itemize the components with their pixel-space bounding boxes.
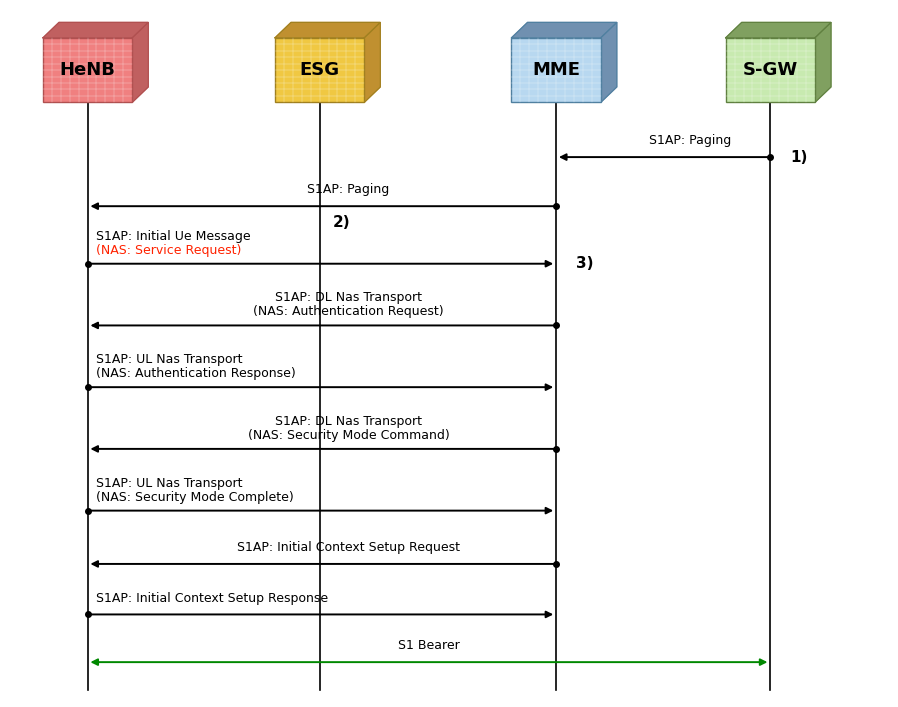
Text: 2): 2)	[333, 215, 350, 230]
Polygon shape	[43, 38, 132, 103]
Text: (NAS: Authentication Response): (NAS: Authentication Response)	[96, 367, 296, 380]
Polygon shape	[132, 23, 148, 103]
Text: S1AP: Paging: S1AP: Paging	[649, 134, 731, 147]
Polygon shape	[726, 38, 814, 103]
Text: S1AP: Initial Context Setup Request: S1AP: Initial Context Setup Request	[237, 541, 460, 554]
Text: S1AP: UL Nas Transport: S1AP: UL Nas Transport	[96, 353, 243, 366]
Text: MME: MME	[533, 61, 580, 79]
Polygon shape	[275, 38, 365, 103]
Text: 3): 3)	[576, 256, 594, 271]
Polygon shape	[601, 23, 617, 103]
Text: S-GW: S-GW	[743, 61, 798, 79]
Text: S1AP: DL Nas Transport: S1AP: DL Nas Transport	[275, 415, 422, 428]
Text: S1AP: Initial Context Setup Response: S1AP: Initial Context Setup Response	[96, 592, 329, 604]
Text: S1AP: DL Nas Transport: S1AP: DL Nas Transport	[275, 291, 422, 305]
Text: (NAS: Security Mode Complete): (NAS: Security Mode Complete)	[96, 491, 295, 503]
Polygon shape	[512, 23, 617, 38]
Polygon shape	[512, 38, 601, 103]
Polygon shape	[275, 23, 380, 38]
Text: S1AP: UL Nas Transport: S1AP: UL Nas Transport	[96, 477, 243, 489]
Text: (NAS: Security Mode Command): (NAS: Security Mode Command)	[248, 429, 450, 442]
Polygon shape	[726, 23, 831, 38]
Polygon shape	[43, 23, 148, 38]
Polygon shape	[814, 23, 831, 103]
Text: S1AP: Initial Ue Message: S1AP: Initial Ue Message	[96, 230, 251, 243]
Text: S1AP: Paging: S1AP: Paging	[307, 183, 390, 197]
Text: (NAS: Service Request): (NAS: Service Request)	[96, 244, 242, 257]
Text: ESG: ESG	[300, 61, 339, 79]
Text: HeNB: HeNB	[59, 61, 116, 79]
Text: 1): 1)	[790, 150, 807, 165]
Text: (NAS: Authentication Request): (NAS: Authentication Request)	[253, 305, 444, 318]
Polygon shape	[365, 23, 380, 103]
Text: S1 Bearer: S1 Bearer	[398, 639, 460, 653]
